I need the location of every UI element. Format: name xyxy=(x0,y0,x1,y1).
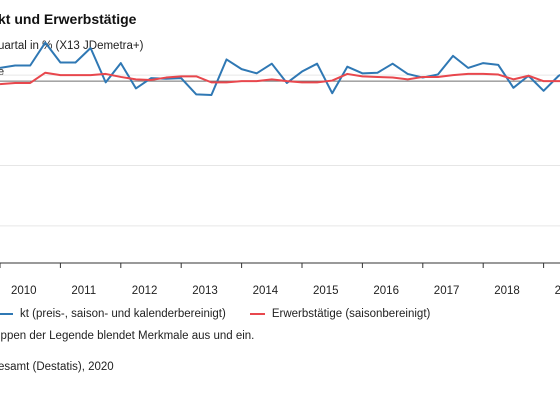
legend-item-series1[interactable]: kt (preis-, saison- und kalenderbereinig… xyxy=(0,308,226,320)
x-tick-label: 201 xyxy=(555,285,560,297)
chart-subtitle: uartal in % (X13 JDemetra+) xyxy=(0,40,144,52)
legend-swatch-series2 xyxy=(249,313,265,315)
series-line-2 xyxy=(0,71,560,86)
x-tick-label: 2016 xyxy=(373,285,399,297)
legend-item-series2[interactable]: Erwerbstätige (saisonbereinigt) xyxy=(249,308,431,320)
y-axis-unit-label: e xyxy=(0,66,5,78)
x-tick-label: 2017 xyxy=(434,285,460,297)
legend-hint: ippen der Legende blendet Merkmale aus u… xyxy=(0,330,255,342)
chart-legend: kt (preis-, saison- und kalenderbereinig… xyxy=(0,308,430,320)
x-tick-label: 2014 xyxy=(253,285,279,297)
x-tick-label: 2012 xyxy=(132,285,158,297)
chart-title: kt und Erwerbstätige xyxy=(0,11,137,27)
x-tick-label: 2018 xyxy=(494,285,520,297)
series-line-1 xyxy=(0,41,560,97)
source-note: esamt (Destatis), 2020 xyxy=(0,361,114,373)
x-tick-label: 2010 xyxy=(11,285,37,297)
legend-label-series2: Erwerbstätige (saisonbereinigt) xyxy=(271,308,431,320)
line-chart: 2010 2011 2012 2013 2014 2015 2016 2017 2018 201 xyxy=(0,41,560,297)
x-tick-label: 2011 xyxy=(71,285,96,297)
x-tick-label: 2013 xyxy=(192,285,218,297)
legend-swatch-series1 xyxy=(0,313,13,315)
x-tick-label: 2015 xyxy=(313,285,339,297)
legend-label-series1: kt (preis-, saison- und kalenderbereinig… xyxy=(20,308,226,320)
